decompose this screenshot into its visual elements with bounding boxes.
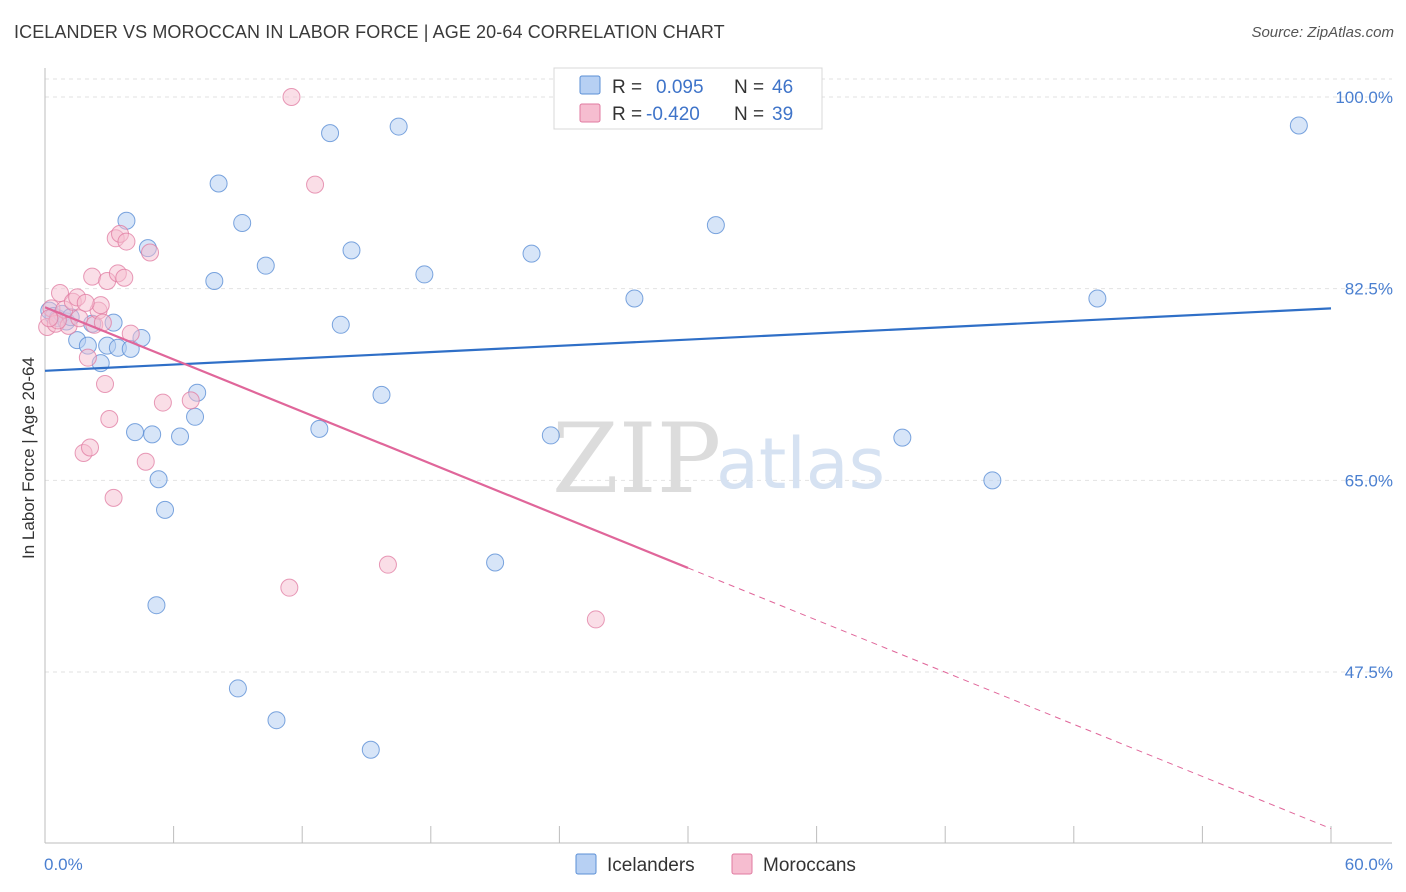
icelanders-point xyxy=(205,272,224,290)
moroccans-point xyxy=(51,284,70,303)
moroccans-trend-line xyxy=(44,306,689,569)
icelanders-trend-line xyxy=(44,307,1332,372)
moroccans-point xyxy=(586,610,605,629)
legend-swatch-pink xyxy=(579,103,601,123)
icelanders-point xyxy=(415,265,434,284)
moroccans-point xyxy=(78,348,97,367)
moroccans-point xyxy=(76,293,95,312)
bottom-legend-swatch-icelanders xyxy=(575,853,597,875)
y-tick-label-1: 65.0% xyxy=(1345,471,1393,490)
icelanders-point xyxy=(983,471,1002,490)
watermark-atlas: atlas xyxy=(716,423,885,505)
legend-n-value-pink: 39 xyxy=(772,104,793,125)
icelanders-point xyxy=(310,419,329,438)
icelanders-point xyxy=(486,553,505,572)
moroccans-point xyxy=(83,267,102,286)
moroccans-point xyxy=(117,232,136,251)
icelanders-point xyxy=(209,174,228,193)
icelanders-point xyxy=(372,385,391,404)
icelanders-point xyxy=(149,470,168,489)
moroccans-points xyxy=(38,88,605,629)
icelanders-point xyxy=(522,244,541,263)
icelanders-point xyxy=(186,407,205,426)
y-tick-label-3: 100.0% xyxy=(1335,88,1393,107)
bottom-legend-icelanders: Icelanders xyxy=(607,855,695,876)
legend-n-value-blue: 46 xyxy=(772,77,793,98)
stats-legend: R = 0.095 N = 46 R = -0.420 N = 39 xyxy=(553,67,823,130)
y-tick-label-2: 82.5% xyxy=(1345,280,1393,299)
bottom-legend-moroccans: Moroccans xyxy=(763,855,856,876)
icelanders-point xyxy=(156,500,175,519)
x-tick-label-0: 0.0% xyxy=(44,855,83,874)
watermark: ZIP atlas xyxy=(552,403,885,515)
icelanders-point xyxy=(342,241,361,260)
icelanders-point xyxy=(541,426,560,445)
legend-swatch-blue xyxy=(579,75,601,95)
moroccans-point xyxy=(96,374,115,393)
legend-r-label-blue: R = xyxy=(612,77,642,98)
icelanders-point xyxy=(126,423,145,442)
gridlines xyxy=(45,78,1392,673)
moroccans-point xyxy=(104,488,123,507)
icelanders-point xyxy=(267,711,286,730)
moroccans-trend-line-extrapolated xyxy=(687,567,1332,830)
moroccans-point xyxy=(115,268,134,287)
legend-r-value-pink: -0.420 xyxy=(646,104,700,125)
series-legend: Icelanders Moroccans xyxy=(575,853,856,876)
watermark-zip: ZIP xyxy=(552,403,721,515)
icelanders-point xyxy=(171,427,190,446)
chart-title: ICELANDER VS MOROCCAN IN LABOR FORCE | A… xyxy=(14,22,725,42)
icelanders-point xyxy=(1088,289,1107,308)
moroccans-point xyxy=(181,391,200,410)
y-tick-label-0: 47.5% xyxy=(1345,663,1393,682)
icelanders-point xyxy=(321,124,340,143)
source-label: Source: ZipAtlas.com xyxy=(1251,24,1394,41)
icelanders-point xyxy=(143,425,162,444)
bottom-legend-swatch-moroccans xyxy=(731,853,753,875)
icelanders-point xyxy=(706,216,725,235)
moroccans-point xyxy=(306,175,325,194)
legend-n-label-pink: N = xyxy=(734,104,764,125)
moroccans-point xyxy=(81,438,100,457)
icelanders-point xyxy=(361,740,380,759)
icelanders-point xyxy=(256,256,275,275)
legend-r-label-pink: R = xyxy=(612,104,642,125)
icelanders-point xyxy=(147,596,166,615)
moroccans-point xyxy=(282,88,301,106)
axes xyxy=(44,68,1392,844)
legend-n-label-blue: N = xyxy=(734,77,764,98)
icelanders-point xyxy=(233,213,252,232)
moroccans-point xyxy=(378,555,397,574)
icelanders-point xyxy=(1289,116,1308,135)
moroccans-point xyxy=(100,410,119,428)
trend-lines xyxy=(44,306,1332,830)
moroccans-point xyxy=(91,296,110,315)
moroccans-point xyxy=(280,578,299,597)
legend-r-value-blue: 0.095 xyxy=(656,77,704,98)
moroccans-point xyxy=(153,393,172,412)
x-tick-label-1: 60.0% xyxy=(1345,855,1393,874)
icelanders-point xyxy=(389,117,408,136)
moroccans-point xyxy=(141,243,160,262)
icelanders-point xyxy=(625,289,644,308)
y-axis-title: In Labor Force | Age 20-64 xyxy=(19,357,38,559)
moroccans-point xyxy=(136,452,155,471)
icelanders-point xyxy=(331,315,350,334)
x-tick-labels: 0.0% 60.0% xyxy=(44,855,1393,874)
icelanders-point xyxy=(893,428,912,447)
y-tick-labels: 47.5% 65.0% 82.5% 100.0% xyxy=(1335,88,1393,682)
icelanders-point xyxy=(228,679,247,698)
